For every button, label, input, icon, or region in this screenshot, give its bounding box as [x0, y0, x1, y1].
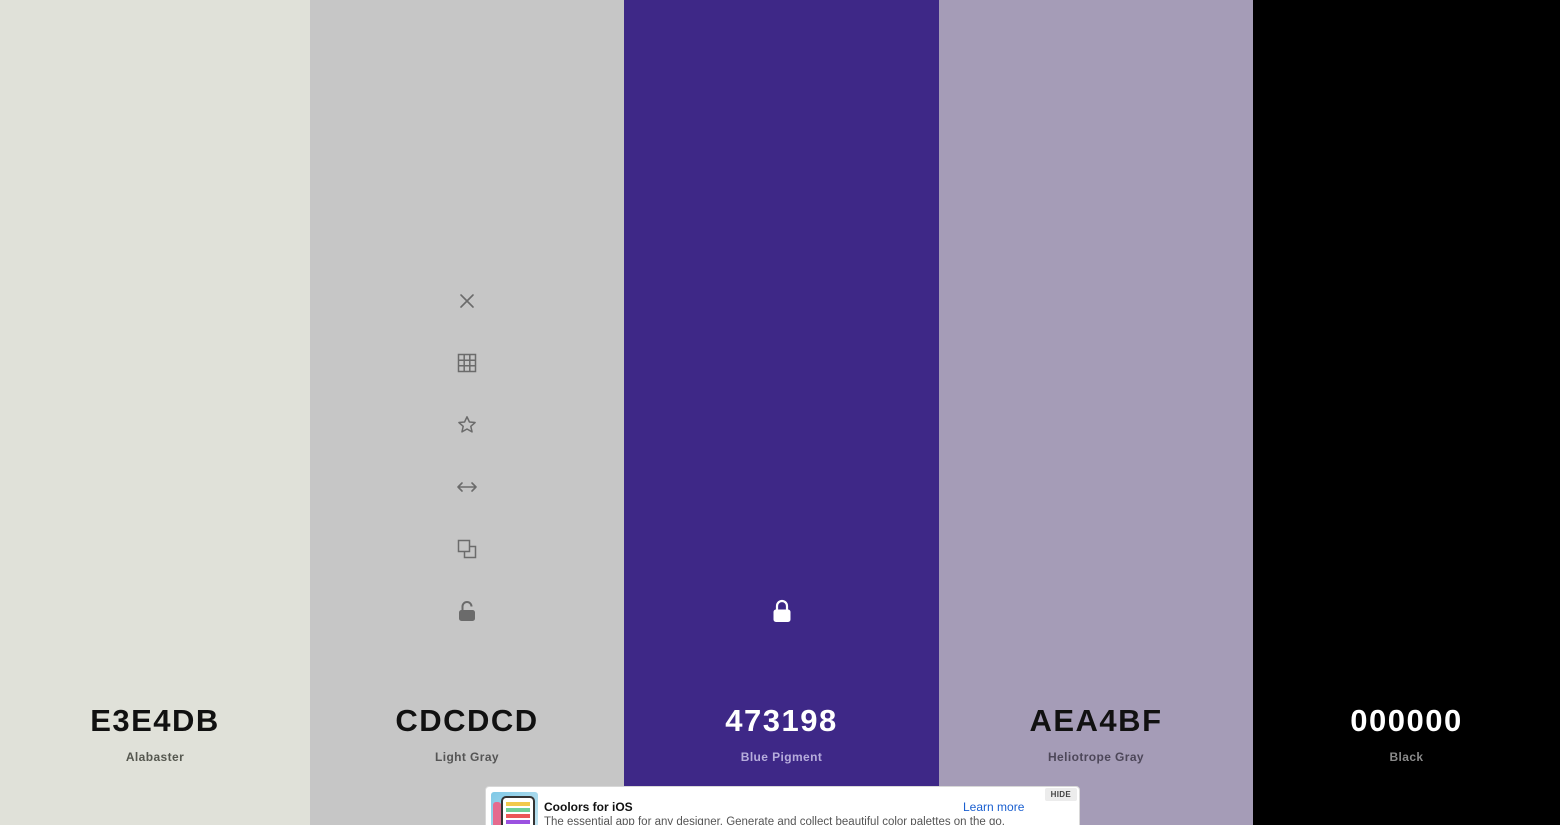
swatch-blue-pigment[interactable]: 473198 Blue Pigment [624, 0, 939, 825]
grid-icon [457, 353, 477, 373]
color-name[interactable]: Light Gray [434, 750, 499, 764]
drag-arrows-icon [457, 482, 477, 492]
swatch-light-gray[interactable]: CDCDCD Light Gray [310, 0, 624, 825]
drag-button[interactable] [453, 473, 481, 501]
color-name[interactable]: Black [1389, 750, 1424, 764]
color-name[interactable]: Heliotrope Gray [1047, 750, 1145, 764]
hex-code[interactable]: CDCDCD [395, 703, 539, 738]
copy-icon [457, 539, 477, 559]
toggle-lock-button[interactable] [453, 597, 481, 625]
swatch-toolbar [453, 287, 481, 659]
copy-hex-button[interactable] [453, 535, 481, 563]
view-shades-button[interactable] [453, 349, 481, 377]
toggle-lock-button[interactable] [768, 597, 796, 625]
hex-code[interactable]: 000000 [1350, 703, 1463, 738]
swatch-alabaster[interactable]: E3E4DB Alabaster [0, 0, 310, 825]
color-name[interactable]: Alabaster [125, 750, 185, 764]
remove-color-button[interactable] [453, 287, 481, 315]
ad-title: Coolors for iOS [544, 800, 633, 814]
ad-description: The essential app for any designer. Gene… [544, 816, 1005, 825]
hex-code[interactable]: E3E4DB [90, 703, 220, 738]
lock-icon [773, 599, 790, 622]
ad-banner[interactable]: Coolors for iOS The essential app for an… [485, 786, 1080, 825]
ad-hide-button[interactable]: HIDE [1044, 788, 1077, 801]
hex-code[interactable]: AEA4BF [1029, 703, 1163, 738]
ad-app-image [491, 792, 538, 825]
swatch-black[interactable]: 000000 Black [1253, 0, 1560, 825]
save-color-button[interactable] [453, 411, 481, 439]
close-icon [460, 294, 474, 308]
ad-learn-more-link[interactable]: Learn more [963, 800, 1025, 814]
hex-code[interactable]: 473198 [725, 703, 838, 738]
unlock-icon [459, 601, 475, 621]
swatch-heliotrope-gray[interactable]: AEA4BF Heliotrope Gray [939, 0, 1253, 825]
star-icon [458, 416, 476, 433]
color-name[interactable]: Blue Pigment [740, 750, 823, 764]
